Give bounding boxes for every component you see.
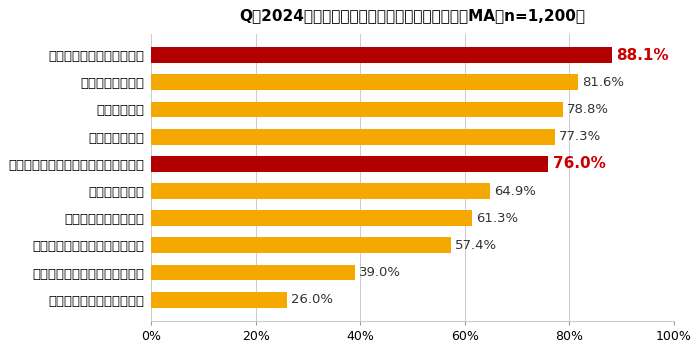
Text: 76.0%: 76.0%: [552, 156, 606, 171]
Bar: [151, 292, 287, 307]
Bar: [151, 101, 563, 117]
Text: 78.8%: 78.8%: [567, 103, 609, 116]
Text: 81.6%: 81.6%: [582, 76, 624, 89]
Bar: [151, 238, 452, 253]
Text: 26.0%: 26.0%: [291, 293, 333, 306]
Title: Q：2024年に「今年こそは」と思う抱負は？　（MA・n=1,200）: Q：2024年に「今年こそは」と思う抱負は？ （MA・n=1,200）: [239, 8, 585, 23]
Text: 88.1%: 88.1%: [616, 48, 668, 62]
Bar: [151, 265, 355, 280]
Text: 77.3%: 77.3%: [559, 130, 601, 143]
Text: 64.9%: 64.9%: [494, 185, 536, 198]
Bar: [151, 129, 555, 145]
Text: 39.0%: 39.0%: [359, 266, 401, 279]
Text: 57.4%: 57.4%: [455, 239, 498, 252]
Text: 61.3%: 61.3%: [476, 212, 518, 225]
Bar: [151, 183, 490, 199]
Bar: [151, 47, 612, 63]
Bar: [151, 74, 578, 90]
Bar: [151, 156, 548, 172]
Bar: [151, 210, 472, 226]
